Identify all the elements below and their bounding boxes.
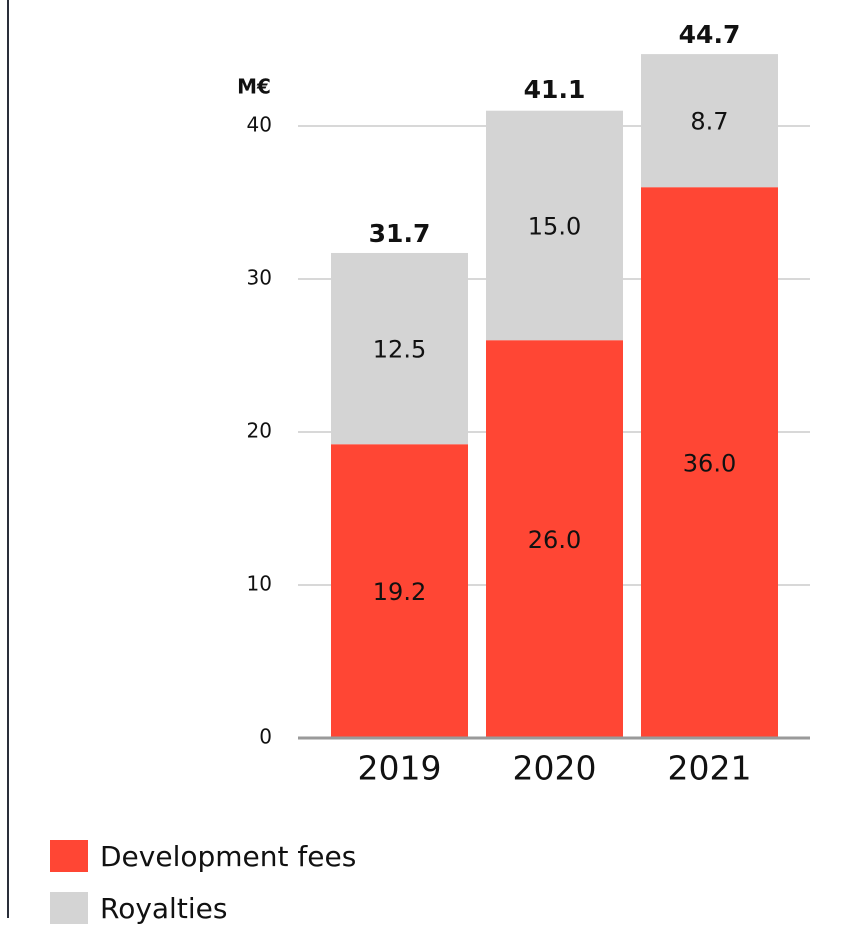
- bar-segment: [486, 110, 623, 341]
- bar-segment: [486, 340, 623, 738]
- bar-segment: [641, 54, 778, 188]
- value-label: 36.0: [683, 450, 736, 478]
- value-label: 15.0: [528, 212, 581, 240]
- x-tick-label: 2021: [668, 749, 752, 788]
- y-tick-label: 10: [247, 572, 272, 596]
- y-tick-label: 0: [259, 725, 272, 749]
- value-label: 12.5: [373, 336, 426, 364]
- bar-segment: [331, 252, 468, 445]
- legend-label: Development fees: [100, 840, 356, 873]
- legend-swatch: [50, 892, 88, 924]
- y-tick-label: 30: [247, 266, 272, 290]
- y-unit: M€: [237, 75, 271, 99]
- bar-segment: [331, 444, 468, 738]
- value-label: 19.2: [373, 578, 426, 606]
- total-label: 41.1: [524, 75, 586, 104]
- x-tick-label: 2019: [358, 749, 442, 788]
- y-tick-label: 40: [247, 113, 272, 137]
- bar-segment: [641, 187, 778, 738]
- total-label: 31.7: [369, 219, 431, 248]
- legend-swatch: [50, 840, 88, 872]
- value-label: 8.7: [690, 108, 728, 136]
- y-tick-label: 20: [247, 419, 272, 443]
- x-tick-label: 2020: [513, 749, 597, 788]
- total-label: 44.7: [679, 20, 741, 49]
- legend-label: Royalties: [100, 892, 227, 925]
- value-label: 26.0: [528, 526, 581, 554]
